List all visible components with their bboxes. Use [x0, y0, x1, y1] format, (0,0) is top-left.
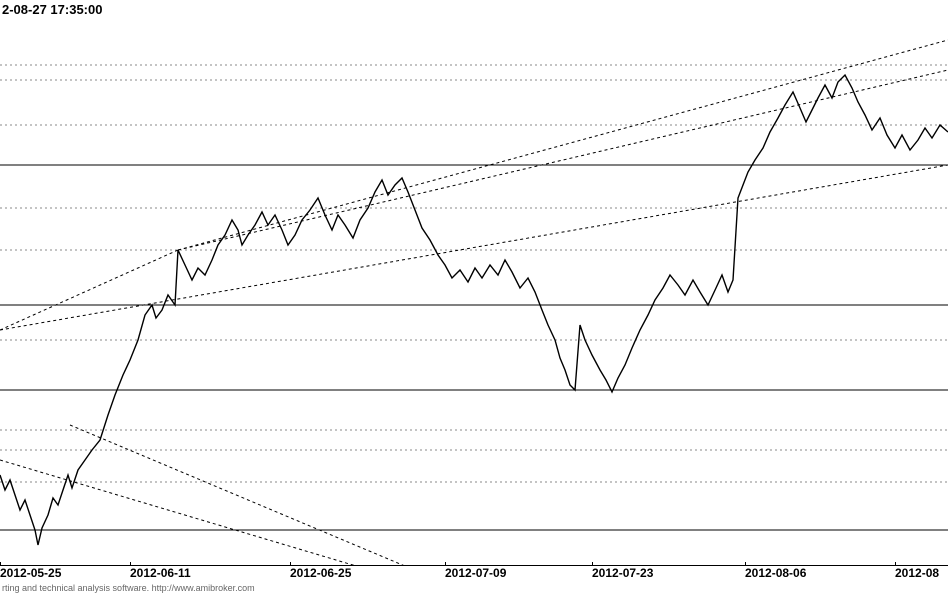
x-axis-tick: 2012-06-11 [130, 566, 191, 580]
price-series [0, 75, 948, 545]
x-axis-tick: 2012-07-23 [592, 566, 653, 580]
x-axis-tick: 2012-07-09 [445, 566, 506, 580]
x-axis-tick: 2012-05-25 [0, 566, 61, 580]
plot-area[interactable] [0, 20, 948, 565]
trend-line [70, 425, 450, 565]
trend-line [178, 40, 948, 250]
x-axis-tick: 2012-06-25 [290, 566, 351, 580]
footer-text: rting and technical analysis software. h… [2, 583, 255, 593]
chart-container: 2-08-27 17:35:00 2012-05-252012-06-11201… [0, 0, 948, 593]
trend-line [0, 460, 420, 565]
trend-line [0, 250, 178, 330]
chart-svg [0, 20, 948, 565]
x-axis-tick: 2012-08 [895, 566, 939, 580]
x-axis: 2012-05-25 2012-06-11 2012-06-25 2012-07-09… [0, 565, 948, 583]
x-axis-tick: 2012-08-06 [745, 566, 806, 580]
chart-title: 2-08-27 17:35:00 [2, 2, 102, 17]
